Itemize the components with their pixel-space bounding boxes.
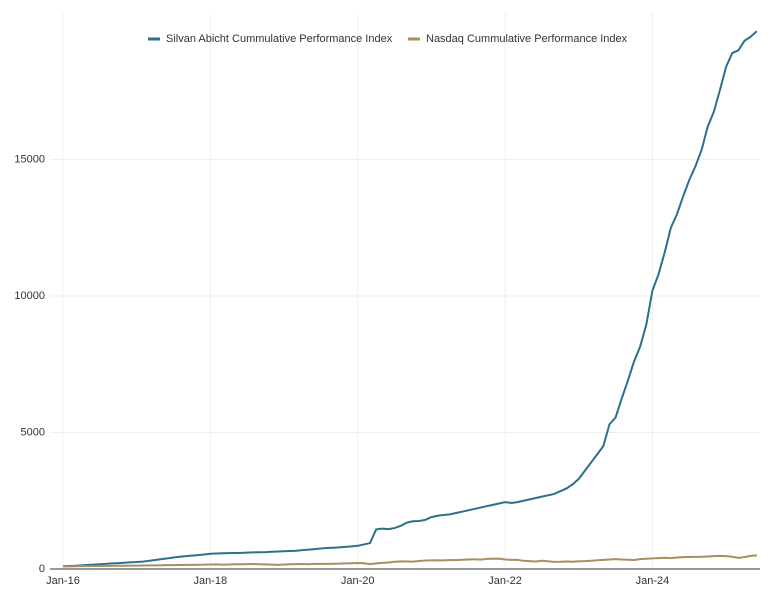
x-tick-label: Jan-22 — [488, 575, 522, 587]
series-line — [62, 30, 758, 568]
y-tick-label: 5000 — [21, 426, 45, 438]
y-tick-label: 10000 — [14, 290, 45, 302]
x-tick-label: Jan-24 — [636, 575, 670, 587]
series-line — [62, 554, 757, 568]
legend-label: Nasdaq Cummulative Performance Index — [426, 33, 628, 45]
x-tick-label: Jan-18 — [194, 575, 228, 587]
y-tick-label: 15000 — [14, 153, 45, 165]
y-tick-label: 0 — [39, 563, 45, 575]
x-tick-label: Jan-20 — [341, 575, 375, 587]
x-tick-label: Jan-16 — [46, 575, 80, 587]
legend-label: Silvan Abicht Cummulative Performance In… — [166, 33, 393, 45]
